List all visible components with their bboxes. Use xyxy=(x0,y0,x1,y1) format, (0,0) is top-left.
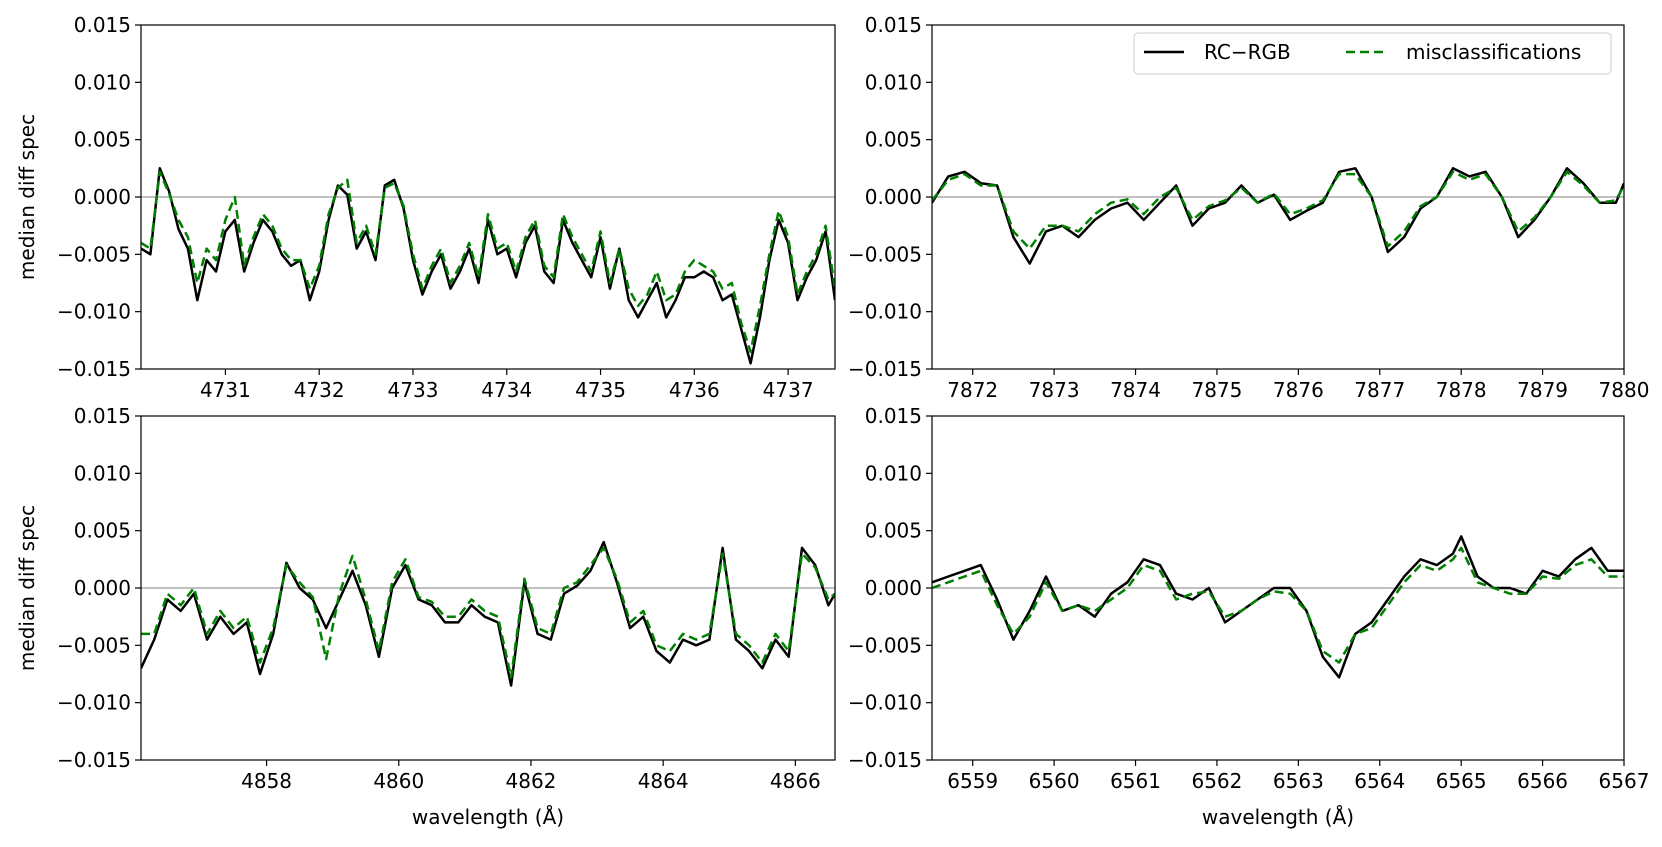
panel-1-ytick-label: 0.000 xyxy=(74,185,131,209)
panel-2-xtick-label: 7875 xyxy=(1191,378,1242,402)
panel-4-ticks: 6559 6560 6561 6562 6563 6564 6565 6566 6567 −0.0… xyxy=(848,404,1649,793)
panel-3-misclassifications-line xyxy=(141,546,835,679)
panel-4-xtick-label: 6566 xyxy=(1517,769,1568,793)
panel-4-xtick-label: 6560 xyxy=(1029,769,1080,793)
legend-label-rc-rgb: RC−RGB xyxy=(1204,40,1291,64)
panel-2-xtick-label: 7874 xyxy=(1110,378,1161,402)
panel-1-xtick-label: 4732 xyxy=(294,378,345,402)
panel-top-right: 7872 7873 7874 7875 7876 7877 7878 7879 7880 −0.0… xyxy=(848,13,1649,402)
panel-1-ytick-label: 0.015 xyxy=(74,13,131,37)
panel-2-xtick-label: 7877 xyxy=(1354,378,1405,402)
panel-3-ytick-label: −0.005 xyxy=(57,633,131,657)
panel-1-xtick-label: 4734 xyxy=(481,378,532,402)
panel-1-xtick-label: 4733 xyxy=(388,378,439,402)
panel-3-xtick-label: 4860 xyxy=(373,769,424,793)
panel-bottom-left: 4858 4860 4862 4864 4866 −0.015 −0.010 −0.005 0.… xyxy=(15,404,836,829)
panel-4-xtick-label: 6567 xyxy=(1599,769,1650,793)
panel-1-xtick-label: 4736 xyxy=(669,378,720,402)
panel-3-rc-rgb-line xyxy=(141,540,835,687)
panel-4-ytick-label: 0.010 xyxy=(865,461,922,485)
panel-4-ytick-label: −0.005 xyxy=(848,633,922,657)
panel-2-ytick-label: −0.010 xyxy=(848,300,922,324)
panel-1-ticks: 4731 4732 4733 4734 4735 4736 4737 −0.015 −0.010… xyxy=(57,13,814,402)
panel-3-ytick-label: −0.010 xyxy=(57,691,131,715)
panel-4-ytick-label: 0.015 xyxy=(865,404,922,428)
panel-3-ytick-label: 0.015 xyxy=(74,404,131,428)
panel-3-ticks: 4858 4860 4862 4864 4866 −0.015 −0.010 −0.005 0.… xyxy=(57,404,821,793)
panel-1-series xyxy=(141,167,835,365)
panel-1-ylabel: median diff spec xyxy=(15,114,39,280)
panel-2-series xyxy=(932,167,1624,265)
panel-2-xtick-label: 7879 xyxy=(1517,378,1568,402)
panel-1-ytick-label: 0.005 xyxy=(74,128,131,152)
panel-2-xtick-label: 7878 xyxy=(1436,378,1487,402)
panel-1-xtick-label: 4735 xyxy=(575,378,626,402)
panel-4-xtick-label: 6561 xyxy=(1110,769,1161,793)
panel-2-ytick-label: 0.005 xyxy=(865,128,922,152)
panel-4-xtick-label: 6563 xyxy=(1273,769,1324,793)
panel-1-ytick-label: −0.010 xyxy=(57,300,131,324)
panel-4-ytick-label: 0.000 xyxy=(865,576,922,600)
panel-3-ytick-label: 0.010 xyxy=(74,461,131,485)
panel-2-xtick-label: 7880 xyxy=(1599,378,1650,402)
panel-1-ytick-label: −0.015 xyxy=(57,357,131,381)
panel-4-xtick-label: 6564 xyxy=(1354,769,1405,793)
panel-2-xtick-label: 7872 xyxy=(947,378,998,402)
legend-label-misclassifications: misclassifications xyxy=(1406,40,1581,64)
panel-1-ytick-label: −0.005 xyxy=(57,242,131,266)
panel-3-series xyxy=(141,540,835,687)
panel-3-ytick-label: −0.015 xyxy=(57,748,131,772)
panel-2-ytick-label: −0.015 xyxy=(848,357,922,381)
panel-1-xtick-label: 4737 xyxy=(763,378,814,402)
panel-4-xtick-label: 6565 xyxy=(1436,769,1487,793)
panel-3-xtick-label: 4862 xyxy=(506,769,557,793)
panel-2-ytick-label: −0.005 xyxy=(848,242,922,266)
panel-4-xtick-label: 6559 xyxy=(947,769,998,793)
panel-bottom-right: 6559 6560 6561 6562 6563 6564 6565 6566 6567 −0.0… xyxy=(848,404,1649,829)
panel-4-xtick-label: 6562 xyxy=(1191,769,1242,793)
panel-2-ytick-label: 0.000 xyxy=(865,185,922,209)
panel-3-ytick-label: 0.005 xyxy=(74,519,131,543)
panel-top-left: 4731 4732 4733 4734 4735 4736 4737 −0.015 −0.010… xyxy=(15,13,836,402)
panel-2-rc-rgb-line xyxy=(932,167,1624,265)
panel-3-xtick-label: 4858 xyxy=(241,769,292,793)
panel-3-xlabel: wavelength (Å) xyxy=(412,805,564,829)
panel-3-xtick-label: 4864 xyxy=(638,769,689,793)
panel-1-xtick-label: 4731 xyxy=(200,378,251,402)
panel-3-ylabel: median diff spec xyxy=(15,505,39,671)
panel-3-ytick-label: 0.000 xyxy=(74,576,131,600)
panel-4-misclassifications-line xyxy=(932,546,1624,664)
panel-4-ytick-label: 0.005 xyxy=(865,519,922,543)
panel-4-xlabel: wavelength (Å) xyxy=(1202,805,1354,829)
panel-4-ytick-label: −0.010 xyxy=(848,691,922,715)
panel-3-xtick-label: 4866 xyxy=(770,769,821,793)
panel-4-series xyxy=(932,535,1624,679)
panel-2-xtick-label: 7876 xyxy=(1273,378,1324,402)
panel-2-ytick-label: 0.015 xyxy=(865,13,922,37)
panel-2-ticks: 7872 7873 7874 7875 7876 7877 7878 7879 7880 −0.0… xyxy=(848,13,1649,402)
panel-1-misclassifications-line xyxy=(141,170,835,354)
panel-2-xtick-label: 7873 xyxy=(1029,378,1080,402)
panel-2-ytick-label: 0.010 xyxy=(865,70,922,94)
panel-2-misclassifications-line xyxy=(932,170,1624,250)
panel-4-ytick-label: −0.015 xyxy=(848,748,922,772)
legend-box xyxy=(1133,32,1612,75)
panel-1-ytick-label: 0.010 xyxy=(74,70,131,94)
legend: RC−RGB misclassifications xyxy=(1133,32,1612,75)
panel-4-rc-rgb-line xyxy=(932,535,1624,679)
